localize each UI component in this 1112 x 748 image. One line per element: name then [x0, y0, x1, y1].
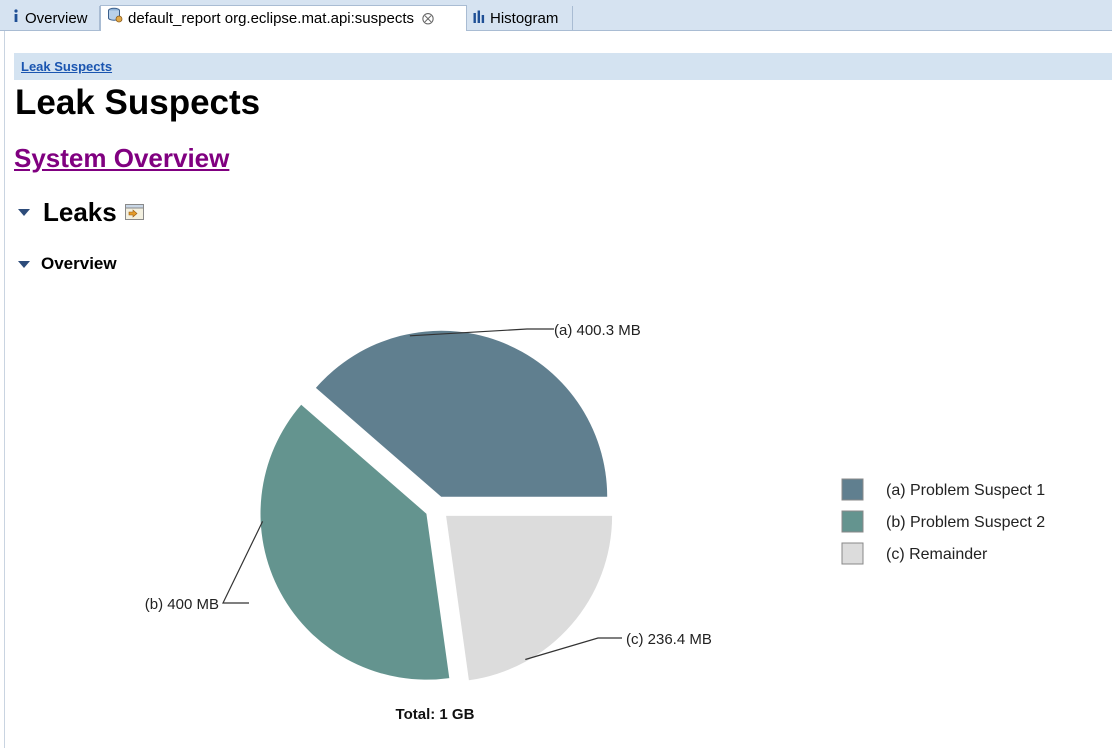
details-icon[interactable]	[124, 203, 144, 225]
legend-swatch-b	[841, 510, 864, 533]
info-icon	[12, 6, 20, 31]
overview-section-header[interactable]: Overview	[18, 253, 117, 275]
slice-label-a: (a) 400.3 MB	[554, 322, 641, 339]
collapse-triangle-icon[interactable]	[18, 260, 30, 268]
breadcrumb-leak-suspects-link[interactable]: Leak Suspects	[21, 59, 113, 74]
system-overview-link[interactable]: System Overview	[14, 143, 230, 173]
tab-default-report[interactable]: default_report org.eclipse.mat.api:suspe…	[100, 5, 467, 32]
leader-line-c	[525, 637, 622, 661]
leak-suspects-pie-chart: (c) 236.4 MB (b) 400 MB (a) 400.3 MB Total:…	[145, 322, 1045, 723]
slice-label-c: (c) 236.4 MB	[626, 631, 712, 648]
legend-swatch-a	[841, 478, 864, 501]
legend-entry-b: (b) Problem Suspect 2	[886, 514, 1045, 531]
pie-slice-b[interactable]	[260, 404, 450, 680]
leader-line-a	[409, 328, 554, 337]
legend-entry-a: (a) Problem Suspect 1	[886, 482, 1045, 499]
legend-entry-c: (c) Remainder	[886, 546, 988, 563]
page-title: Leak Suspects	[15, 83, 261, 122]
breadcrumb: Leak Suspects	[14, 53, 1112, 80]
leader-line-b	[222, 521, 264, 604]
legend-swatch-c	[841, 542, 864, 565]
tab-label: Histogram	[490, 10, 559, 27]
slice-label-b: (b) 400 MB	[145, 596, 219, 613]
collapse-triangle-icon[interactable]	[18, 208, 30, 216]
histogram-icon	[473, 6, 485, 31]
pie-slice-c[interactable]	[446, 515, 613, 681]
report-content: Leak Suspects Leak Suspects System Overv…	[4, 31, 1112, 748]
tab-histogram[interactable]: Histogram	[467, 6, 573, 31]
report-db-icon	[107, 6, 123, 31]
close-icon[interactable]: ⨂	[422, 10, 434, 25]
leaks-section-header[interactable]: Leaks	[18, 195, 144, 229]
editor-tab-bar: Overview default_report org.eclipse.mat.…	[0, 0, 1112, 32]
tab-overview[interactable]: Overview	[6, 6, 100, 31]
overview-heading: Overview	[41, 254, 117, 273]
leaks-heading: Leaks	[43, 197, 117, 227]
tab-label: Overview	[25, 10, 88, 27]
pie-slice-a[interactable]	[315, 330, 608, 497]
total-label: Total: 1 GB	[396, 706, 475, 723]
tab-label: default_report org.eclipse.mat.api:suspe…	[128, 10, 414, 27]
